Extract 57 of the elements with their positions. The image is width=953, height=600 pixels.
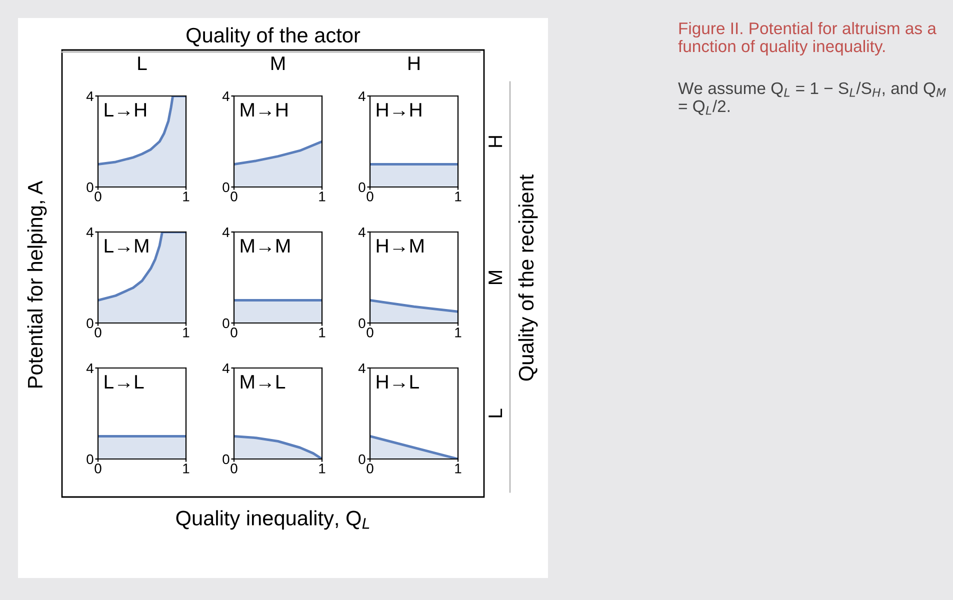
chart-title: L→L (104, 375, 144, 388)
x-tick-label: 0 (366, 464, 374, 474)
text: Quality inequality, Q$_{L}$ (176, 510, 370, 530)
chart-title: H→L (376, 375, 419, 388)
text: Figure II. Potential for altruism as a function of quality inequality. (678, 22, 936, 56)
x-tick-label: 0 (94, 192, 102, 202)
x-tick-label: 1 (319, 464, 326, 474)
category-label: H (488, 136, 502, 147)
x-tick-label: 1 (183, 192, 190, 202)
text: Quality of the recipient (518, 174, 538, 381)
y-tick-label: 0 (358, 182, 366, 192)
y-tick-label: 0 (222, 182, 230, 192)
x-tick-label: 0 (230, 192, 238, 202)
x-tick-label: 1 (455, 328, 462, 338)
category-label: L (488, 408, 502, 418)
chart-title: H→H (376, 103, 422, 116)
y-tick-label: 0 (86, 318, 94, 328)
x-tick-label: 1 (183, 328, 190, 338)
chart-title: M→H (240, 103, 288, 116)
x-tick-label: 1 (455, 192, 462, 202)
y-tick-label: 0 (222, 318, 230, 328)
y-tick-label: 0 (86, 182, 94, 192)
category-label: M (271, 56, 285, 70)
y-tick-label: 0 (222, 454, 230, 464)
text: Quality of the actor (186, 27, 360, 47)
y-tick-label: 4 (222, 227, 230, 238)
y-tick-label: 4 (222, 91, 230, 102)
chart-title: H→M (376, 239, 424, 252)
x-tick-label: 1 (455, 464, 462, 474)
y-tick-label: 0 (86, 454, 94, 464)
y-tick-label: 4 (358, 91, 366, 102)
x-tick-label: 0 (366, 192, 374, 202)
x-tick-label: 0 (94, 464, 102, 474)
x-tick-label: 1 (319, 192, 326, 202)
y-tick-label: 0 (358, 318, 366, 328)
y-tick-label: 4 (222, 363, 230, 374)
y-tick-label: 4 (86, 91, 94, 102)
category-label: M (488, 270, 502, 284)
category-label: L (138, 56, 147, 70)
text: We assume Q$_{L}$ = 1 − S$_{L}$/S$_{H}$, and Q$_{M}$ = Q$_{L}$/2. (678, 82, 946, 116)
y-tick-label: 0 (358, 454, 366, 464)
x-tick-label: 0 (230, 464, 238, 474)
y-tick-label: 4 (86, 363, 94, 374)
chart-title: L→M (104, 239, 148, 252)
y-tick-label: 4 (86, 227, 94, 238)
category-label: H (408, 56, 420, 70)
x-tick-label: 0 (366, 328, 374, 338)
chart-title: M→M (240, 239, 290, 252)
x-tick-label: 0 (230, 328, 238, 338)
x-tick-label: 0 (94, 328, 102, 338)
text: Potential for helping, A (27, 180, 47, 388)
y-tick-label: 4 (358, 227, 366, 238)
chart-title: L→H (104, 103, 146, 116)
y-tick-label: 4 (358, 363, 366, 374)
x-tick-label: 1 (183, 464, 190, 474)
chart-title: M→L (240, 375, 286, 388)
x-tick-label: 1 (319, 328, 326, 338)
